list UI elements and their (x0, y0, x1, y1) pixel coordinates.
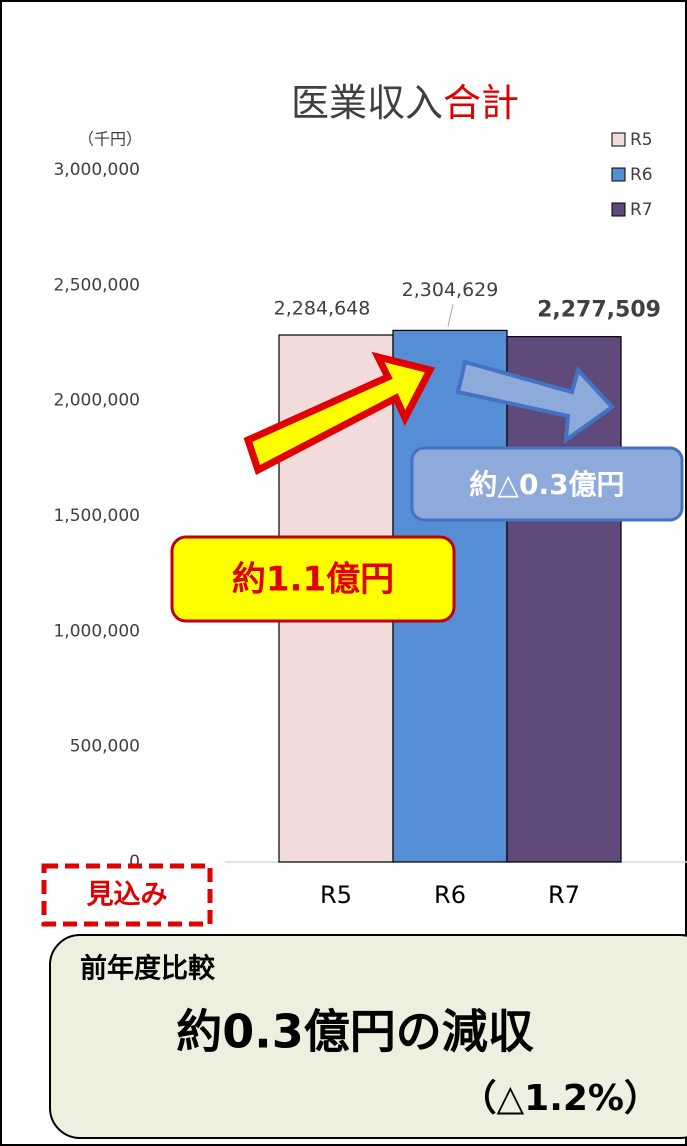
y-tick-label: 2,000,000 (53, 391, 140, 411)
increase-label: 約1.1億円 (232, 560, 394, 600)
leader-line (447, 304, 454, 327)
increase-arrow (243, 351, 436, 476)
y-tick-label: 0 (129, 852, 140, 872)
legend-label: R5 (630, 130, 653, 150)
data-label: 2,277,509 (537, 298, 661, 323)
decrease-label: 約△0.3億円 (469, 468, 624, 501)
y-unit: （千円） (78, 130, 142, 149)
estimate-box (41, 863, 213, 927)
title-text: 医業収入 (291, 81, 443, 125)
title-highlight: 合計 (443, 81, 519, 125)
x-tick-label: R6 (434, 881, 466, 909)
estimate-label: 見込み (87, 880, 168, 911)
decrease-arrow (455, 359, 616, 445)
legend-swatch (611, 167, 626, 182)
data-label: 2,284,648 (274, 298, 371, 320)
y-tick-label: 2,500,000 (53, 275, 140, 295)
comparison-box (49, 934, 687, 1139)
legend-swatch (611, 202, 626, 217)
comparison-rate: （△1.2%） (460, 1078, 660, 1119)
y-tick-label: 3,000,000 (53, 160, 140, 180)
data-label: 2,304,629 (402, 279, 499, 301)
legend-label: R7 (630, 200, 653, 220)
comparison-heading: 前年度比較 (80, 953, 216, 985)
y-tick-label: 1,500,000 (53, 506, 140, 526)
x-tick-label: R7 (548, 881, 580, 909)
y-tick-label: 500,000 (70, 737, 140, 757)
legend-label: R6 (630, 165, 653, 185)
comparison-text: 約0.3億円の減収 (176, 1005, 534, 1059)
increase-box (170, 535, 456, 623)
y-tick-label: 1,000,000 (53, 621, 140, 641)
bar (506, 336, 622, 863)
legend-swatch (611, 132, 626, 147)
chart-title: 医業収入合計 (291, 81, 519, 125)
x-tick-label: R5 (320, 881, 352, 909)
decrease-box (410, 446, 684, 522)
